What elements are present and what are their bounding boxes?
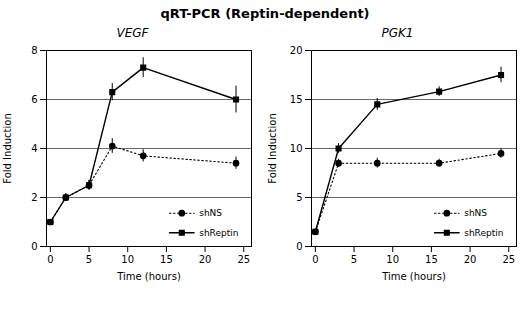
svg-text:Fold Induction: Fold Induction xyxy=(2,113,13,183)
svg-text:shNS: shNS xyxy=(199,208,222,218)
svg-text:15: 15 xyxy=(425,254,438,265)
svg-text:10: 10 xyxy=(121,254,134,265)
svg-text:20: 20 xyxy=(464,254,477,265)
svg-text:20: 20 xyxy=(290,45,303,56)
svg-text:Time (hours): Time (hours) xyxy=(116,271,181,282)
svg-text:shNS: shNS xyxy=(464,208,487,218)
svg-text:25: 25 xyxy=(237,254,250,265)
html-text:PGK1: PGK1 xyxy=(381,26,414,40)
html-text:VEGF: VEGF xyxy=(116,26,149,40)
svg-text:0: 0 xyxy=(312,254,318,265)
svg-text:20: 20 xyxy=(199,254,212,265)
svg-text:Fold Induction: Fold Induction xyxy=(267,113,278,183)
svg-text:5: 5 xyxy=(296,192,302,203)
svg-text:5: 5 xyxy=(351,254,357,265)
svg-text:shReptin: shReptin xyxy=(199,228,238,238)
svg-text:5: 5 xyxy=(86,254,92,265)
svg-text:shReptin: shReptin xyxy=(464,228,503,238)
svg-text:0: 0 xyxy=(296,241,302,252)
svg-text:15: 15 xyxy=(290,94,303,105)
svg-text:Time (hours): Time (hours) xyxy=(381,271,446,282)
html-text:qRT-PCR (Reptin-dependent): qRT-PCR (Reptin-dependent) xyxy=(160,6,370,21)
svg-text:6: 6 xyxy=(31,94,37,105)
svg-text:4: 4 xyxy=(31,143,37,154)
svg-text:25: 25 xyxy=(502,254,515,265)
svg-text:0: 0 xyxy=(31,241,37,252)
svg-text:2: 2 xyxy=(31,192,37,203)
svg-text:10: 10 xyxy=(386,254,399,265)
svg-text:8: 8 xyxy=(31,45,37,56)
svg-text:15: 15 xyxy=(160,254,173,265)
svg-text:0: 0 xyxy=(47,254,53,265)
svg-text:10: 10 xyxy=(290,143,303,154)
